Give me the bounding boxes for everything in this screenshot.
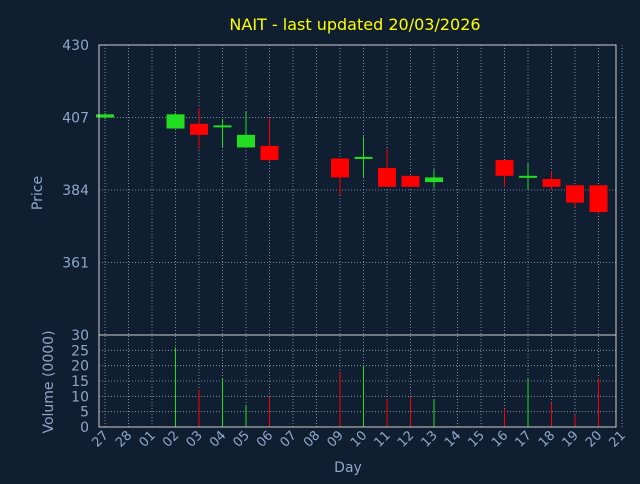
chart-title: NAIT - last updated 20/03/2026 bbox=[229, 15, 480, 34]
candle-body bbox=[519, 175, 537, 178]
x-tick-label: 20 bbox=[583, 428, 605, 450]
candle-body bbox=[378, 167, 396, 187]
candle-body bbox=[425, 177, 443, 183]
volume-panel-frame bbox=[98, 334, 617, 428]
volume-tick-label: 15 bbox=[71, 374, 89, 390]
x-tick-label: 15 bbox=[466, 428, 488, 450]
x-tick-label: 06 bbox=[254, 428, 276, 450]
price-tick-label: 407 bbox=[62, 111, 89, 127]
volume-tick-label: 0 bbox=[80, 420, 89, 436]
x-tick-label: 02 bbox=[160, 428, 182, 450]
candle-body bbox=[542, 178, 561, 187]
x-tick-label: 10 bbox=[348, 428, 370, 450]
frame-layer bbox=[98, 44, 617, 428]
price-axis-label: Price bbox=[30, 176, 46, 210]
volume-tick-label: 5 bbox=[80, 405, 89, 421]
x-tick-label: 14 bbox=[442, 428, 464, 450]
price-tick-label: 361 bbox=[62, 256, 89, 272]
candle-body bbox=[331, 158, 349, 178]
candle-body bbox=[190, 123, 208, 135]
price-tick-label: 430 bbox=[62, 38, 89, 54]
marks-layer bbox=[96, 108, 608, 427]
candle-body bbox=[495, 160, 514, 176]
x-tick-label: 12 bbox=[395, 428, 417, 450]
x-axis-label: Day bbox=[334, 460, 362, 476]
candle-body bbox=[589, 185, 608, 213]
volume-tick-label: 10 bbox=[71, 389, 89, 405]
x-tick-label: 04 bbox=[207, 428, 229, 450]
candle-body bbox=[237, 134, 255, 148]
x-tick-label: 18 bbox=[536, 428, 558, 450]
candle-body bbox=[354, 156, 373, 159]
price-tick-label: 384 bbox=[62, 183, 89, 199]
x-tick-label: 16 bbox=[489, 428, 511, 450]
x-tick-label: 17 bbox=[513, 428, 535, 450]
volume-axis-label: Volume (0000) bbox=[41, 330, 57, 433]
x-tick-label: 05 bbox=[231, 428, 253, 450]
x-tick-label: 11 bbox=[372, 428, 394, 450]
x-tick-label: 27 bbox=[90, 428, 112, 450]
grid-layer bbox=[99, 44, 623, 427]
candle-body bbox=[166, 114, 185, 129]
x-tick-label: 01 bbox=[137, 428, 159, 450]
volume-tick-label: 30 bbox=[71, 328, 89, 344]
x-tick-label: 09 bbox=[325, 428, 347, 450]
candle-body bbox=[401, 175, 420, 187]
x-tick-label: 28 bbox=[113, 428, 135, 450]
candle-body bbox=[260, 145, 279, 161]
text-layer: NAIT - last updated 20/03/2026 Price Vol… bbox=[30, 15, 629, 476]
candle-body bbox=[96, 114, 114, 118]
x-tick-label: 19 bbox=[560, 428, 582, 450]
candle-body bbox=[213, 125, 232, 128]
x-tick-label: 03 bbox=[184, 428, 206, 450]
candle-body bbox=[566, 185, 584, 203]
x-tick-label: 08 bbox=[301, 428, 323, 450]
x-tick-label: 07 bbox=[278, 428, 300, 450]
volume-tick-label: 25 bbox=[71, 343, 89, 359]
x-tick-label: 21 bbox=[607, 428, 629, 450]
x-tick-label: 13 bbox=[419, 428, 441, 450]
volume-tick-label: 20 bbox=[71, 359, 89, 375]
